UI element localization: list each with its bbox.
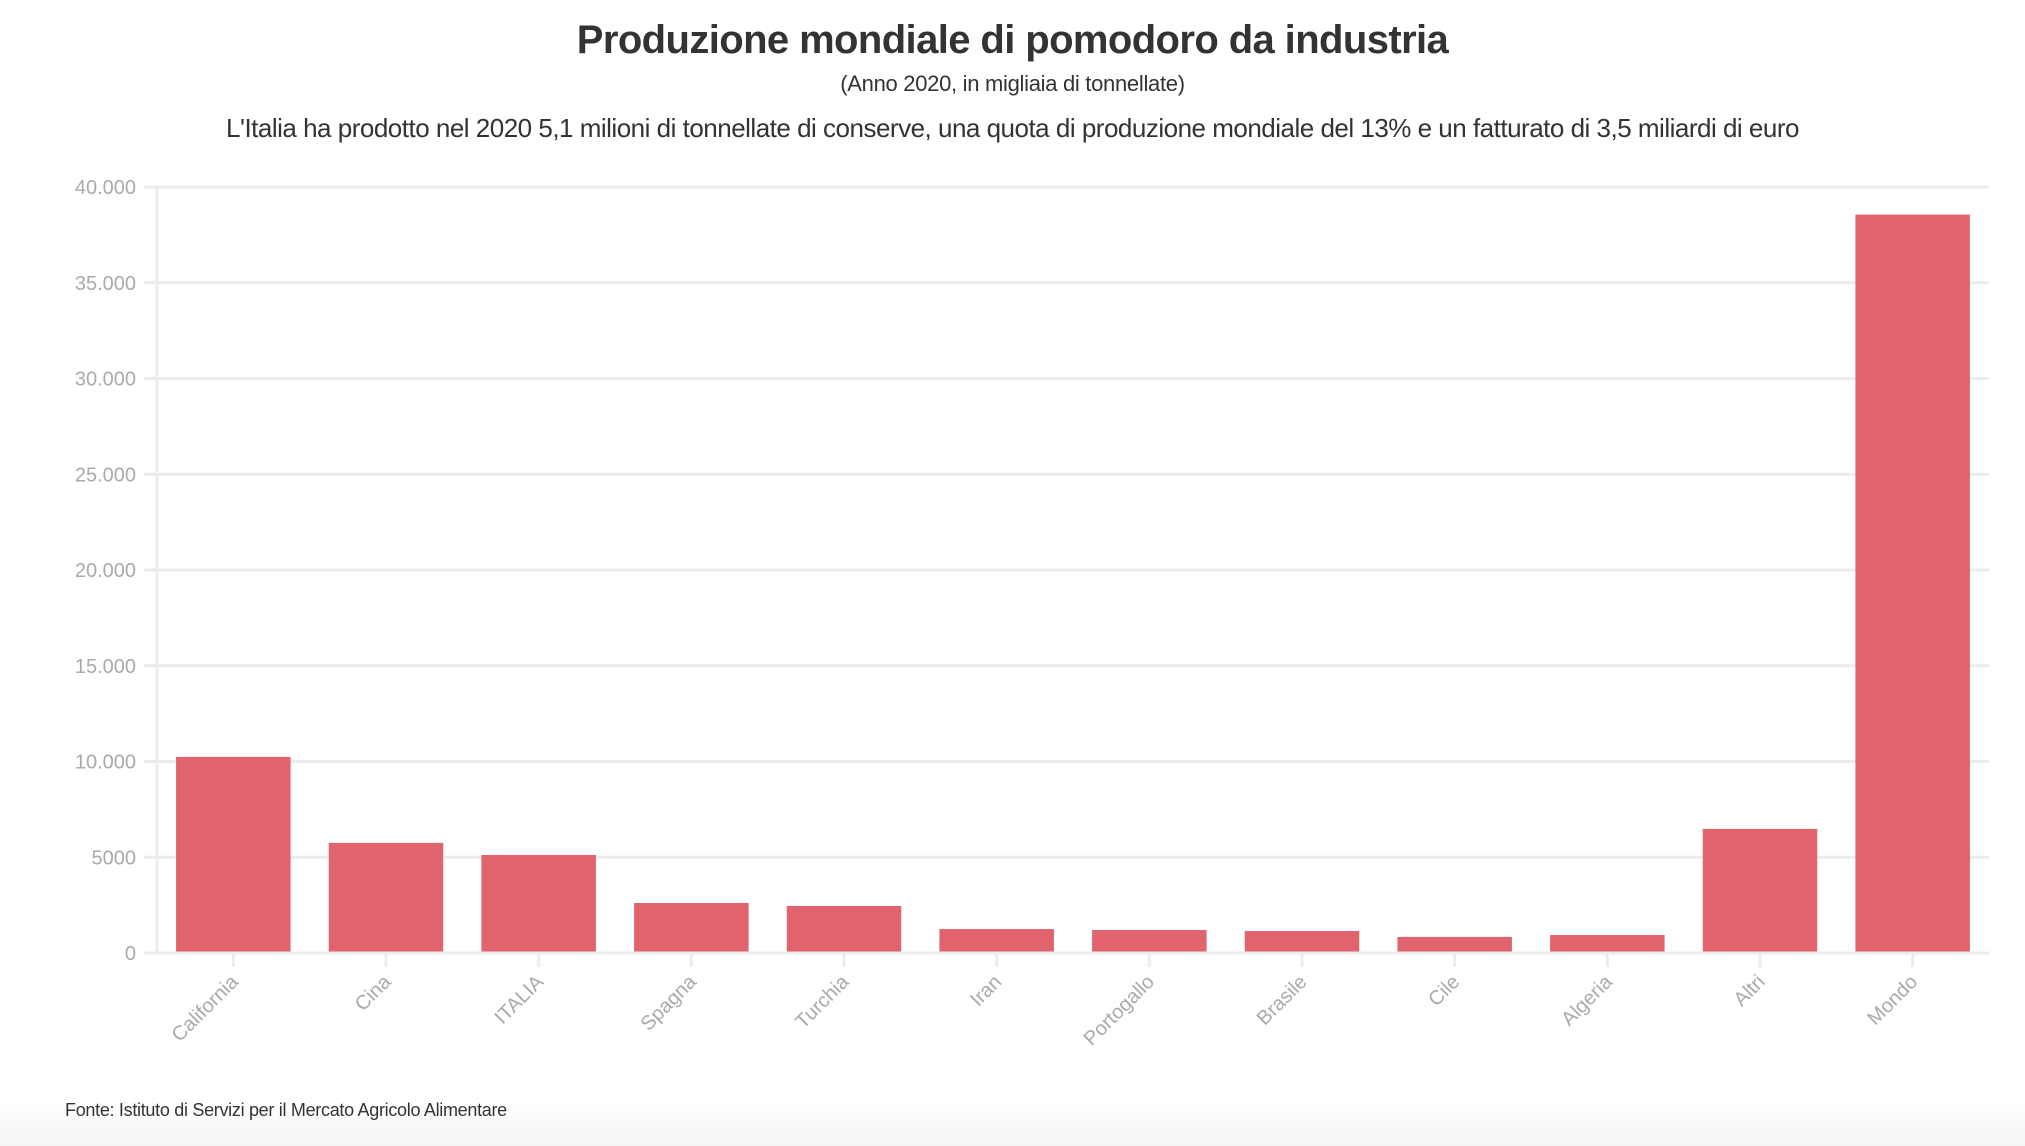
bar-algeria[interactable] <box>1550 934 1665 953</box>
bars <box>176 214 1970 954</box>
x-tick-label: Turchia <box>791 970 854 1033</box>
bar-brasile[interactable] <box>1244 930 1360 953</box>
bar-mondo[interactable] <box>1855 214 1970 954</box>
x-tick-label: Cile <box>1424 971 1464 1011</box>
y-tick-label: 15.000 <box>75 656 136 678</box>
chart-description: L'Italia ha prodotto nel 2020 5,1 milion… <box>226 113 1799 143</box>
y-tick-label: 5000 <box>92 847 137 869</box>
y-tick-label: 20.000 <box>75 560 136 582</box>
bar-altri[interactable] <box>1702 828 1818 953</box>
y-tick-label: 30.000 <box>75 369 136 391</box>
bar-california[interactable] <box>176 756 291 953</box>
bar-cile[interactable] <box>1397 936 1512 953</box>
x-tick-label: Altri <box>1730 971 1770 1011</box>
x-tick-label: Iran <box>966 971 1006 1011</box>
y-tick-label: 40.000 <box>75 177 136 199</box>
y-tick-label: 10.000 <box>75 752 136 774</box>
x-tick-label: Algeria <box>1557 970 1617 1030</box>
x-tick-label: Cina <box>351 970 396 1015</box>
chart-title: Produzione mondiale di pomodoro da indus… <box>576 18 1449 62</box>
bar-spagna[interactable] <box>634 903 749 953</box>
x-tick-label: Portogallo <box>1080 971 1159 1050</box>
x-tick-label: California <box>168 970 244 1046</box>
x-axis: California Cina ITALIA Spagna Turchia Iran Por… <box>157 951 1989 1050</box>
source-note: Fonte: Istituto di Servizi per il Mercat… <box>65 1100 507 1120</box>
y-tick-label: 0 <box>125 943 136 965</box>
bar-turchia[interactable] <box>786 905 902 953</box>
y-tick-label: 25.000 <box>75 464 136 486</box>
y-tick-label: 35.000 <box>75 273 136 295</box>
bar-cina[interactable] <box>328 842 444 953</box>
x-tick-label: Brasile <box>1253 971 1312 1030</box>
x-tick-label: Mondo <box>1863 971 1922 1030</box>
x-tick-label: Spagna <box>637 970 702 1035</box>
x-tick-label: ITALIA <box>490 971 548 1029</box>
bar-portogallo[interactable] <box>1092 930 1207 953</box>
y-axis: 0 5000 10.000 15.000 20.000 25.000 30.000 35.00… <box>75 177 159 965</box>
bar-italia[interactable] <box>481 854 596 953</box>
bar-iran[interactable] <box>939 929 1054 953</box>
chart-subtitle: (Anno 2020, in migliaia di tonnellate) <box>840 71 1185 96</box>
